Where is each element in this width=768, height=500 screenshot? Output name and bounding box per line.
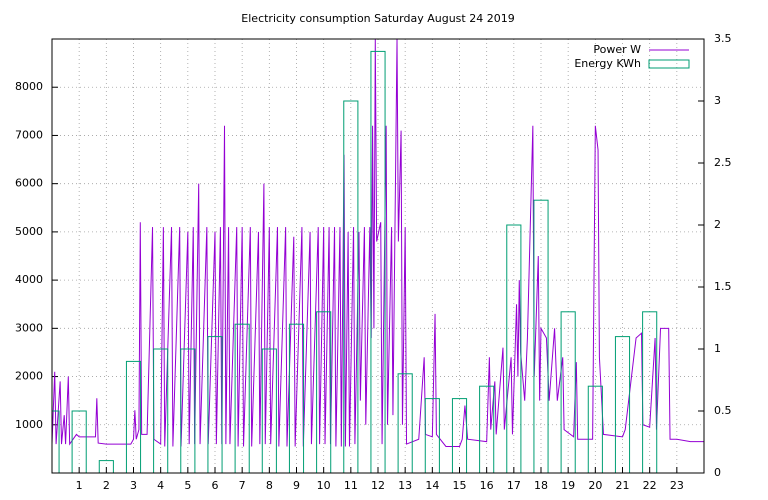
y2-tick-label: 1 (714, 342, 721, 355)
chart-title: Electricity consumption Saturday August … (241, 12, 514, 25)
energy-box (370, 50, 386, 473)
legend-swatch (648, 59, 690, 69)
x-tick-label: 6 (212, 479, 219, 492)
y-tick-label: 4000 (15, 273, 43, 286)
y-tick-label: 2000 (15, 370, 43, 383)
y2-tick-label: 0 (714, 466, 721, 479)
x-tick-label: 23 (670, 479, 684, 492)
legend-label: Power W (593, 43, 641, 56)
energy-box (451, 398, 468, 473)
energy-box (153, 348, 169, 473)
y2-tick-label: 2.5 (714, 156, 732, 169)
legend-label: Energy KWh (574, 57, 641, 70)
energy-box (424, 398, 440, 473)
energy-box (506, 224, 522, 473)
plot-area (52, 39, 704, 473)
y2-tick-label: 1.5 (714, 280, 732, 293)
x-tick-label: 16 (480, 479, 494, 492)
y2-tick-label: 3.5 (714, 32, 732, 45)
x-tick-label: 2 (103, 479, 110, 492)
x-tick-label: 4 (157, 479, 164, 492)
x-tick-label: 11 (344, 479, 358, 492)
x-tick-label: 13 (398, 479, 412, 492)
y-tick-label: 3000 (15, 321, 43, 334)
energy-box (343, 100, 359, 473)
x-tick-label: 14 (425, 479, 439, 492)
x-tick-label: 7 (239, 479, 246, 492)
energy-box (479, 385, 495, 473)
x-tick-label: 10 (317, 479, 331, 492)
power-line (52, 39, 704, 447)
x-tick-label: 8 (266, 479, 273, 492)
x-tick-label: 20 (588, 479, 602, 492)
x-tick-label: 3 (130, 479, 137, 492)
energy-box (180, 348, 196, 473)
energy-box (98, 460, 114, 473)
y-tick-label: 8000 (15, 80, 43, 93)
x-tick-label: 12 (371, 479, 385, 492)
y-tick-label: 6000 (15, 177, 43, 190)
x-tick-label: 17 (507, 479, 521, 492)
energy-box (207, 336, 223, 473)
x-tick-label: 9 (293, 479, 300, 492)
y2-tick-label: 2 (714, 218, 721, 231)
x-tick-label: 18 (534, 479, 548, 492)
x-tick-label: 5 (184, 479, 191, 492)
energy-box (288, 323, 305, 473)
y-tick-label: 5000 (15, 225, 43, 238)
x-tick-label: 22 (643, 479, 657, 492)
x-tick-label: 19 (561, 479, 575, 492)
y2-tick-label: 0.5 (714, 404, 732, 417)
y-tick-label: 1000 (15, 418, 43, 431)
energy-box (614, 336, 631, 473)
plot-border (51, 38, 705, 474)
x-tick-label: 21 (616, 479, 630, 492)
energy-box (587, 385, 603, 473)
y-tick-label: 7000 (15, 128, 43, 141)
x-tick-label: 15 (453, 479, 467, 492)
y2-tick-label: 3 (714, 94, 721, 107)
energy-box (261, 348, 277, 473)
x-tick-label: 1 (76, 479, 83, 492)
energy-box (234, 323, 250, 473)
energy-box (71, 410, 87, 473)
